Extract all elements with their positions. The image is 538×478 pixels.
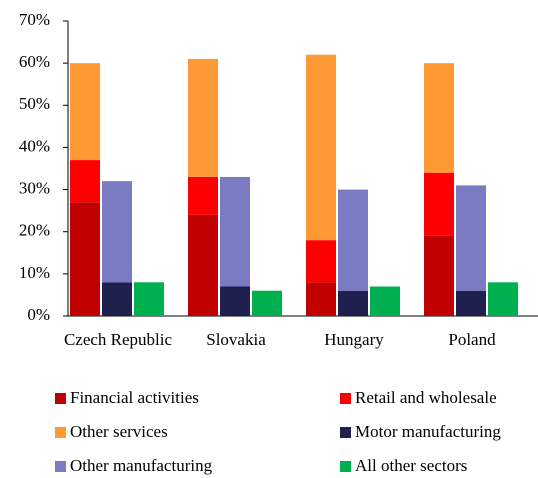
y-tick-label: 70% [19, 10, 50, 29]
x-tick-label: Poland [448, 330, 496, 349]
y-tick-label: 0% [27, 305, 50, 324]
bar-segment [488, 282, 518, 316]
bar-segment [338, 290, 368, 316]
y-tick-label: 30% [19, 178, 50, 197]
bar-segment [134, 282, 164, 316]
legend-label: Other manufacturing [70, 456, 213, 475]
legend-swatch [55, 461, 66, 472]
bar-segment [220, 176, 250, 287]
bar-segment [70, 202, 100, 316]
legend-swatch [340, 393, 351, 404]
legend-swatch [340, 427, 351, 438]
bar-segment [456, 290, 486, 316]
bar-segment [102, 181, 132, 283]
legend-swatch [55, 427, 66, 438]
x-tick-label: Hungary [324, 330, 384, 349]
bar-segment [70, 63, 100, 161]
bar-segment [188, 58, 218, 177]
legend-label: Retail and wholesale [355, 388, 497, 407]
bar-segment [424, 63, 454, 173]
bar-segment [338, 189, 368, 291]
legend-label: All other sectors [355, 456, 467, 475]
y-tick-label: 60% [19, 52, 50, 71]
bar-segment [70, 160, 100, 203]
y-tick-label: 40% [19, 136, 50, 155]
legend-label: Motor manufacturing [355, 422, 501, 441]
bar-segment [456, 185, 486, 291]
bar-segment [424, 235, 454, 316]
bar-segment [306, 240, 336, 283]
legend-label: Financial activities [70, 388, 199, 407]
bar-segment [306, 54, 336, 241]
legend-label: Other services [70, 422, 168, 441]
y-tick-label: 50% [19, 94, 50, 113]
bar-segment [102, 282, 132, 316]
x-tick-label: Czech Republic [64, 330, 173, 349]
bar-segment [188, 214, 218, 316]
x-tick-label: Slovakia [206, 330, 266, 349]
y-tick-label: 20% [19, 221, 50, 240]
bar-segment [370, 286, 400, 316]
bar-segment [220, 286, 250, 316]
bar-segment [306, 282, 336, 316]
legend-swatch [340, 461, 351, 472]
legend-swatch [55, 393, 66, 404]
bar-segment [252, 290, 282, 316]
y-tick-label: 10% [19, 263, 50, 282]
bar-segment [424, 172, 454, 236]
bar-segment [188, 176, 218, 215]
